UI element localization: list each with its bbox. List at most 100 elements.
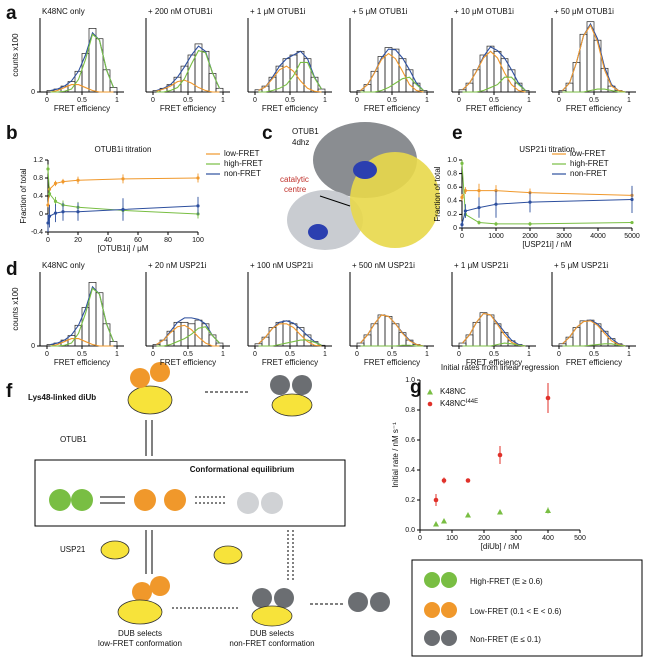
enzyme-label: USP21 xyxy=(60,545,86,554)
marker xyxy=(433,521,439,527)
bar xyxy=(493,323,502,347)
legend-label: K48NCI44E xyxy=(440,399,478,409)
y-tick-label: 0.8 xyxy=(33,175,43,182)
ub-gray xyxy=(237,492,259,514)
dub xyxy=(100,540,130,560)
ub-gray xyxy=(424,630,440,646)
x-tick-label: 500 xyxy=(574,535,586,542)
ub-orange xyxy=(424,602,440,618)
x-axis-label: [OTUB1i] / μM xyxy=(98,244,149,253)
x-tick-label: 1 xyxy=(115,351,119,358)
marker xyxy=(46,221,50,225)
marker xyxy=(76,210,80,214)
panel-title: + 200 nM OTUB1i xyxy=(148,7,212,16)
marker xyxy=(463,209,467,213)
scheme-title: Lys48-linked diUb xyxy=(28,393,96,402)
x-tick-label: 0.5 xyxy=(77,351,87,358)
marker xyxy=(630,220,634,225)
equilibrium-box xyxy=(34,459,346,527)
legend-label: low-FRET xyxy=(224,149,260,158)
x-tick-label: 1 xyxy=(627,351,631,358)
x-tick-label: 0.5 xyxy=(183,351,193,358)
bar xyxy=(102,69,111,93)
ub-orange xyxy=(150,362,170,382)
x-tick-label: 0 xyxy=(253,97,257,104)
marker xyxy=(545,507,551,513)
fit-curve xyxy=(462,312,526,347)
marker xyxy=(53,211,58,215)
y-tick-label: 0 xyxy=(31,89,35,96)
x-tick-label: 0 xyxy=(46,237,50,244)
chart-title: Initial rates from linear regression xyxy=(441,363,559,372)
marker xyxy=(441,478,447,483)
x-tick-label: 0 xyxy=(253,351,257,358)
marker xyxy=(53,199,58,203)
marker xyxy=(463,189,467,193)
x-axis-label: FRET efficiency xyxy=(364,104,420,113)
fit-curve xyxy=(258,61,322,93)
panel-title: + 50 μM OTUB1i xyxy=(554,7,614,16)
x-tick-label: 0 xyxy=(557,351,561,358)
panel-title: K48NC only xyxy=(42,7,85,16)
y-tick-label: 0.8 xyxy=(447,170,457,177)
x-tick-label: 0 xyxy=(457,351,461,358)
dub xyxy=(117,599,163,625)
marker xyxy=(121,177,125,181)
ub-gray xyxy=(370,592,390,612)
bar xyxy=(579,320,588,347)
marker xyxy=(528,200,532,204)
ub-orange xyxy=(134,489,156,511)
x-axis-label: FRET efficiency xyxy=(364,358,420,367)
panel-letter: a xyxy=(6,3,17,24)
x-tick-label: 1 xyxy=(221,351,225,358)
x-axis-label: FRET efficiency xyxy=(54,104,110,113)
outcome-label: low-FRET conformation xyxy=(98,639,182,648)
ub-orange xyxy=(150,576,170,596)
bar xyxy=(208,334,217,347)
site xyxy=(353,161,377,179)
y-tick-label: 0.6 xyxy=(405,437,415,444)
bar xyxy=(363,334,372,347)
bar xyxy=(88,282,97,347)
legend-label: High-FRET (E ≥ 0.6) xyxy=(470,577,543,586)
fit-curve xyxy=(258,323,322,347)
marker xyxy=(494,222,498,226)
bar xyxy=(384,316,393,347)
x-axis-label: FRET efficiency xyxy=(466,104,522,113)
bar xyxy=(215,87,224,93)
bar xyxy=(370,70,379,93)
legend-superscript: I44E xyxy=(466,399,478,405)
scheme: Lys48-linked diUb OTUB1 Conformational e… xyxy=(28,362,390,648)
x-tick-label: 400 xyxy=(542,535,554,542)
fit-curve xyxy=(562,24,626,93)
annotation: catalytic xyxy=(280,175,309,184)
x-tick-label: 0 xyxy=(355,351,359,358)
marker xyxy=(494,202,498,206)
structure-pdb: 4dhz xyxy=(292,138,309,147)
bar xyxy=(486,314,495,347)
legend-label: Non-FRET (E ≤ 0.1) xyxy=(470,635,541,644)
series-line xyxy=(461,190,633,198)
bar xyxy=(363,84,372,93)
fit-curve xyxy=(50,287,115,347)
y-axis-label: Initial rate / nM s⁻¹ xyxy=(391,422,400,488)
panel-title: + 500 nM USP21i xyxy=(352,261,415,270)
ub-gray xyxy=(252,588,272,608)
x-tick-label: 1 xyxy=(115,97,119,104)
marker xyxy=(477,220,481,225)
fit-curve xyxy=(258,65,322,93)
scheme-legend: High-FRET (E ≥ 0.6) Low-FRET (0.1 < E < … xyxy=(411,559,643,657)
legend-label: non-FRET xyxy=(570,169,607,178)
outcome-label: DUB selects xyxy=(250,629,294,638)
y-axis-label: counts x100 xyxy=(11,33,20,77)
structure-title: OTUB1 xyxy=(292,127,319,136)
panel-letter: d xyxy=(6,259,18,280)
ub-orange xyxy=(132,582,152,602)
marker xyxy=(196,176,200,180)
bar xyxy=(109,341,118,347)
fit-curve xyxy=(50,33,115,93)
x-tick-label: 20 xyxy=(74,237,82,244)
surface xyxy=(287,190,363,250)
chart-title: OTUB1i titration xyxy=(95,145,152,154)
bar xyxy=(472,69,481,93)
